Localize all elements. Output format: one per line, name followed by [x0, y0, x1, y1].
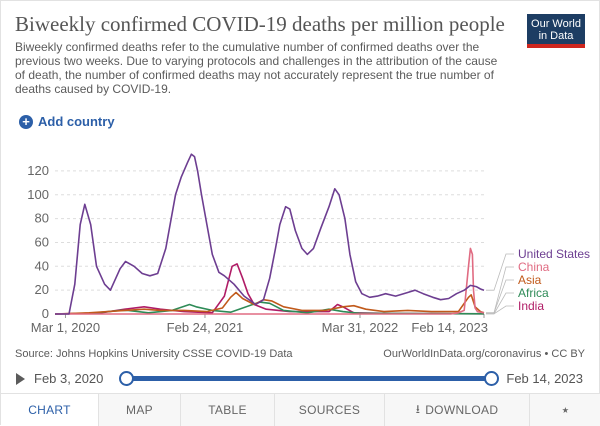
timeline-end-handle[interactable] [484, 371, 499, 386]
source-text[interactable]: Source: Johns Hopkins University CSSE CO… [15, 348, 293, 360]
chart-title: Biweekly confirmed COVID-19 deaths per m… [15, 12, 505, 36]
share-icon: ⭑ [561, 402, 570, 417]
logo-line-1: Our World [531, 18, 581, 30]
download-icon: ⭳ [415, 401, 421, 416]
tab-bar: CHART MAP TABLE SOURCES ⭳ DOWNLOAD ⭑ [1, 393, 600, 426]
y-tick-label: 120 [27, 163, 49, 178]
source-link[interactable]: OurWorldInData.org/coronavirus • CC BY [383, 348, 585, 360]
logo-line-2: in Data [538, 30, 574, 42]
tab-sources[interactable]: SOURCES [275, 394, 385, 426]
legend-connector [486, 253, 514, 291]
series-line-united-states [55, 153, 485, 315]
tab-map[interactable]: MAP [99, 394, 181, 426]
series-line-africa [54, 301, 485, 315]
y-tick-label: 100 [27, 187, 49, 202]
x-tick-label: Feb 24, 2021 [167, 320, 244, 335]
timeline: Feb 3, 2020 Feb 14, 2023 [1, 369, 600, 389]
series-line-india [54, 263, 485, 315]
share-button[interactable]: ⭑ [530, 394, 600, 426]
legend-connector [486, 305, 514, 315]
y-tick-label: 0 [42, 306, 49, 321]
legend-label-india: India [518, 299, 544, 313]
timeline-start-handle[interactable] [119, 371, 134, 386]
timeline-start-label: Feb 3, 2020 [34, 371, 104, 386]
tab-table[interactable]: TABLE [181, 394, 275, 426]
x-tick-label: Mar 31, 2022 [322, 320, 399, 335]
y-tick-label: 80 [35, 211, 49, 226]
tab-download[interactable]: ⭳ DOWNLOAD [385, 394, 530, 426]
legend-label-china: China [518, 260, 550, 274]
owid-logo[interactable]: Our World in Data [527, 14, 585, 48]
play-icon[interactable] [16, 373, 25, 385]
tab-chart[interactable]: CHART [1, 394, 99, 426]
timeline-track[interactable] [125, 376, 492, 381]
legend-label-united-states: United States [518, 247, 590, 261]
series-line-asia [54, 291, 485, 315]
timeline-end-label: Feb 14, 2023 [506, 371, 583, 386]
x-tick-label: Feb 14, 2023 [411, 320, 488, 335]
legend-label-africa: Africa [518, 286, 549, 300]
x-tick-label: Mar 1, 2020 [31, 320, 100, 335]
y-tick-label: 60 [35, 234, 49, 249]
add-country-button[interactable]: + Add country [19, 114, 115, 129]
plus-circle-icon: + [19, 114, 33, 129]
tab-download-label: DOWNLOAD [425, 403, 499, 417]
y-tick-label: 20 [35, 282, 49, 297]
chart-subtitle: Biweekly confirmed deaths refer to the c… [15, 40, 498, 96]
legend-connector [486, 279, 514, 314]
y-tick-label: 40 [35, 258, 49, 273]
add-country-label: Add country [38, 114, 115, 129]
line-chart: 0 20 40 60 80 100 120 Mar 1, 2020 Feb 24, 2021 Ma… [27, 153, 590, 335]
legend-label-asia: Asia [518, 273, 542, 287]
